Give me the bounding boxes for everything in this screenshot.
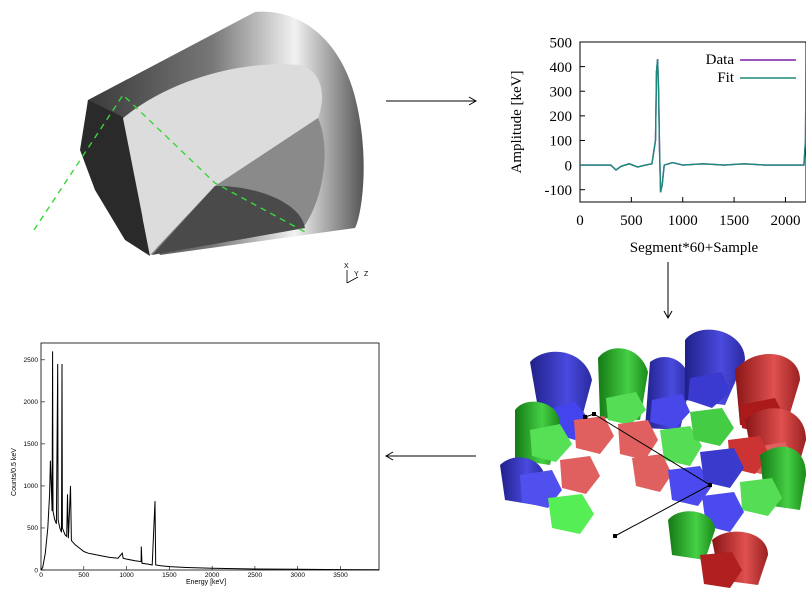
pulse-xlabel: Segment*60+Sample bbox=[630, 240, 759, 256]
crystal-front-face bbox=[123, 64, 323, 255]
axes-triad: X Y Z bbox=[344, 263, 369, 284]
x-tick-label: 2000 bbox=[205, 572, 220, 579]
x-tick-label: 500 bbox=[620, 213, 643, 229]
pulse-legend: Data Fit bbox=[706, 52, 796, 86]
x-tick-label: 0 bbox=[576, 213, 584, 229]
detector-ring-middle bbox=[515, 401, 806, 516]
series-line-data bbox=[580, 59, 806, 193]
crystal-3d-render bbox=[33, 11, 364, 256]
pulse-ylabel: Amplitude [keV] bbox=[509, 71, 525, 174]
spectrum-series bbox=[40, 351, 380, 571]
spectrum-plot-frame bbox=[40, 342, 380, 571]
crystal-hex-left-face bbox=[80, 100, 150, 256]
axis-x-label: X bbox=[344, 263, 349, 270]
x-tick-label: 1000 bbox=[119, 572, 134, 579]
gamma-path-lines bbox=[583, 412, 712, 538]
arrow-right bbox=[386, 96, 478, 106]
x-tick-label: 1000 bbox=[668, 213, 698, 229]
pulse-y-ticks: -100 0 100 200 300 400 500 bbox=[545, 35, 585, 199]
legend-label-data: Data bbox=[706, 52, 735, 68]
pulse-series bbox=[580, 59, 806, 193]
y-tick-label: -100 bbox=[545, 183, 573, 199]
detector-ring-front bbox=[500, 448, 768, 588]
legend-label-fit: Fit bbox=[717, 70, 735, 86]
y-tick-label: 0 bbox=[34, 567, 38, 574]
x-tick-label: 2500 bbox=[248, 572, 263, 579]
arrow-left bbox=[384, 451, 476, 461]
x-tick-label: 0 bbox=[39, 572, 43, 579]
pulse-x-ticks: 0 500 1000 1500 2000 bbox=[576, 197, 800, 229]
x-tick-label: 2000 bbox=[770, 213, 800, 229]
y-tick-label: 500 bbox=[550, 35, 573, 51]
x-tick-label: 3500 bbox=[333, 572, 348, 579]
y-tick-label: 100 bbox=[550, 134, 573, 150]
y-tick-label: 300 bbox=[550, 84, 573, 100]
detector-array-render bbox=[500, 329, 806, 588]
y-tick-label: 400 bbox=[550, 60, 573, 76]
y-tick-label: 500 bbox=[27, 525, 38, 532]
spectrum-xlabel: Energy [keV] bbox=[186, 579, 226, 586]
x-tick-label: 500 bbox=[78, 572, 89, 579]
x-tick-label: 1500 bbox=[162, 572, 177, 579]
arrow-down bbox=[663, 262, 673, 320]
series-line-fit bbox=[580, 59, 806, 193]
y-tick-label: 1500 bbox=[24, 441, 39, 448]
pulse-plot-frame bbox=[579, 41, 806, 203]
series-line-spectrum bbox=[40, 351, 380, 571]
spectrum-chart: 0 500 1000 1500 2000 2500 0 500 1000 1500 2000 250… bbox=[11, 342, 380, 586]
x-tick-label: 1500 bbox=[719, 213, 749, 229]
y-tick-label: 1000 bbox=[24, 483, 39, 490]
y-tick-label: 0 bbox=[565, 158, 573, 174]
y-tick-label: 2500 bbox=[24, 357, 39, 364]
y-tick-label: 2000 bbox=[24, 399, 39, 406]
gamma-track bbox=[33, 93, 306, 233]
spectrum-y-ticks: 0 500 1000 1500 2000 2500 bbox=[24, 357, 45, 574]
crystal-inner-shadow bbox=[152, 185, 305, 255]
spectrum-ylabel: Counts/0.5 keV bbox=[11, 448, 18, 496]
axis-z-label: Z bbox=[364, 271, 369, 278]
x-tick-label: 3000 bbox=[290, 572, 305, 579]
y-tick-label: 200 bbox=[550, 109, 573, 125]
axis-y-label: Y bbox=[354, 271, 359, 278]
